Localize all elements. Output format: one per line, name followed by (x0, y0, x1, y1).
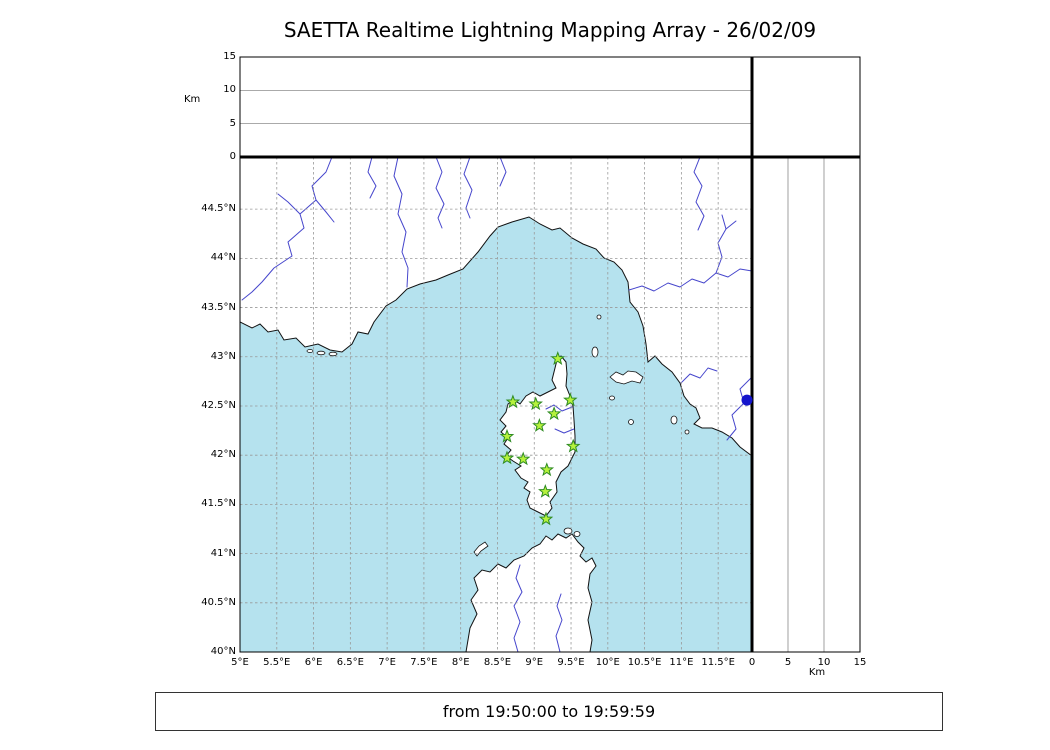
station-marker (538, 511, 554, 526)
lat-tick-label: 42°N (210, 449, 236, 461)
hyeres-island-2 (316, 350, 326, 356)
river (693, 157, 705, 231)
station-marker (539, 462, 555, 477)
station-marker (563, 392, 578, 407)
lon-tick-label: 10°E (595, 657, 620, 668)
station-marker (515, 451, 531, 466)
altitude-tick-label: 0 (748, 657, 756, 668)
altitude-tick-label: 10 (223, 84, 236, 96)
station-marker (546, 406, 562, 421)
lon-tick-label: 8.5°E (483, 657, 512, 668)
river (435, 157, 445, 229)
lat-tick-label: 42.5°N (201, 399, 236, 411)
km-axis-label-bottom: Km (808, 667, 826, 678)
station-marker (538, 483, 553, 498)
rivers (241, 157, 752, 652)
river (554, 428, 575, 434)
lat-tick-label: 40°N (210, 646, 236, 657)
maddalena-island (563, 527, 573, 535)
river (277, 193, 301, 215)
lat-tick-label: 43.5°N (201, 301, 236, 313)
lon-tick-label: 6.5°E (336, 657, 364, 668)
lat-tick-label: 44°N (210, 252, 236, 264)
time-range-text: from 19:50:00 to 19:59:59 (442, 702, 656, 721)
river (241, 157, 333, 301)
station-marker (565, 438, 581, 453)
time-range-box: from 19:50:00 to 19:59:59 (155, 692, 943, 731)
map-gridlines (240, 157, 752, 652)
lon-tick-label: 7.5°E (410, 657, 438, 668)
lat-tick-label: 41°N (210, 547, 236, 559)
station-markers (499, 351, 581, 526)
lon-tick-label: 9.5°E (557, 657, 585, 668)
river (463, 157, 473, 219)
caprera-island (573, 531, 581, 537)
altitude-tick-label: 5 (784, 657, 792, 668)
altitude-tick-label: 0 (229, 151, 236, 162)
hyeres-island-3 (328, 351, 338, 357)
river (513, 564, 523, 652)
river (726, 376, 752, 441)
map-panel (240, 157, 752, 652)
river (315, 199, 335, 223)
station-marker (499, 450, 515, 465)
lon-tick-label: 6°E (304, 657, 323, 668)
capraia-island (591, 346, 599, 358)
lon-tick-label: 10.5°E (627, 657, 662, 668)
altitude-tick-label: 10 (817, 657, 831, 668)
giannutri-island (684, 429, 690, 435)
lon-tick-label: 7°E (378, 657, 396, 668)
lon-tick-label: 9°E (525, 657, 544, 668)
river (555, 593, 563, 652)
elba-island (609, 370, 644, 385)
altitude-panel-top-gridlines (240, 89, 752, 125)
hyeres-island-1 (306, 349, 314, 353)
altitude-tick-label: 5 (229, 117, 236, 129)
river (725, 220, 737, 230)
river (680, 367, 718, 384)
station-marker (532, 418, 547, 432)
lat-tick-label: 43°N (210, 350, 236, 362)
asinara-island (473, 541, 489, 557)
lon-tick-label: 5°E (231, 657, 249, 668)
gorgona-island (596, 314, 602, 320)
pianosa-island (609, 395, 615, 401)
station-marker (528, 396, 543, 411)
lat-tick-label: 44.5°N (201, 203, 236, 215)
river (499, 157, 507, 187)
page-title: SAETTA Realtime Lightning Mapping Array … (283, 18, 817, 42)
river (545, 404, 573, 412)
giglio-island (670, 415, 678, 425)
station-marker (499, 428, 515, 443)
station-marker (550, 351, 566, 365)
km-axis-label-left: Km (184, 94, 201, 105)
river (367, 157, 377, 199)
river (393, 157, 409, 288)
lon-tick-label: 11.5°E (701, 657, 735, 668)
station-marker (505, 394, 521, 409)
montecristo-island (628, 419, 634, 425)
lon-tick-label: 11°E (669, 657, 694, 668)
land-coastlines (240, 157, 752, 652)
blue-data-point (741, 394, 753, 406)
lon-tick-label: 8°E (451, 657, 470, 668)
mainland-coast (240, 157, 752, 457)
lat-tick-label: 41.5°N (201, 498, 236, 510)
lon-tick-label: 5.5°E (263, 657, 291, 668)
sardinia-coast (465, 533, 597, 652)
panel-borders (239, 56, 861, 653)
river (628, 268, 752, 292)
altitude-tick-label: 15 (223, 51, 236, 62)
altitude-panel-right-gridlines (787, 157, 825, 652)
lat-tick-label: 40.5°N (201, 596, 236, 608)
altitude-tick-label: 15 (853, 657, 867, 668)
